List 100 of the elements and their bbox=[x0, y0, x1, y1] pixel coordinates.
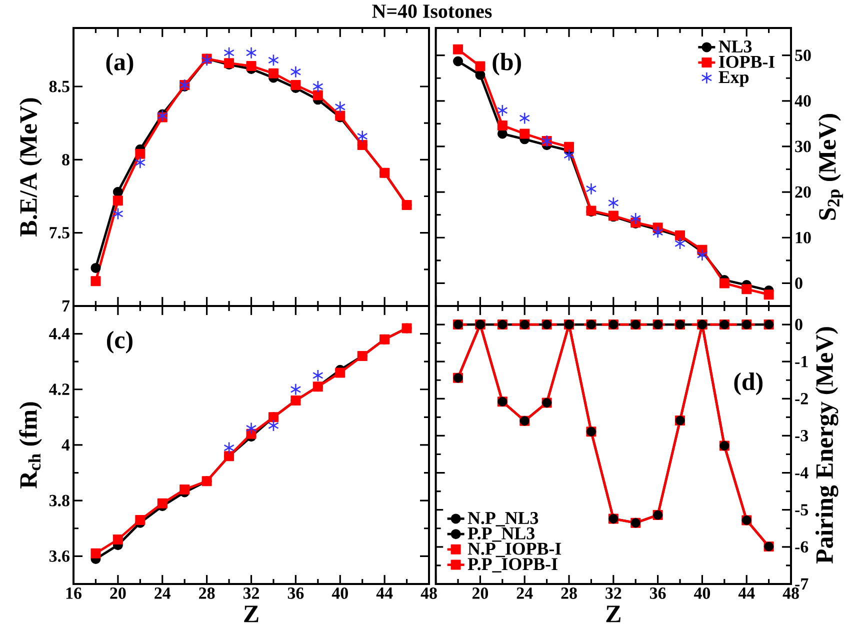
y-tick-label: -2 bbox=[795, 393, 808, 404]
x-tick-label: 32 bbox=[243, 588, 259, 599]
x-tick-label: 28 bbox=[561, 588, 577, 599]
point bbox=[564, 142, 574, 152]
legend-label: P.P_NL3 bbox=[468, 527, 535, 542]
point bbox=[652, 226, 664, 238]
point bbox=[719, 278, 730, 288]
x-tick-label: 48 bbox=[782, 588, 799, 599]
x-tick-label: 36 bbox=[650, 588, 666, 599]
x-tick-label: 44 bbox=[376, 588, 393, 599]
annotation: (d) bbox=[734, 372, 763, 396]
point bbox=[157, 498, 168, 508]
x-tick-label: 40 bbox=[694, 588, 710, 599]
point bbox=[224, 442, 234, 454]
point bbox=[335, 368, 346, 378]
point bbox=[201, 54, 212, 66]
point bbox=[246, 422, 257, 434]
point bbox=[312, 90, 323, 100]
y-tick-label: -7 bbox=[795, 578, 808, 590]
y-tick-label: 0 bbox=[795, 277, 802, 289]
point bbox=[453, 44, 464, 54]
annotation: (a) bbox=[106, 52, 134, 76]
point bbox=[246, 61, 256, 72]
point bbox=[586, 182, 597, 196]
y-tick-label: 4 bbox=[62, 439, 70, 451]
point bbox=[290, 80, 301, 90]
point bbox=[519, 112, 530, 124]
y-tick-label: 30 bbox=[795, 140, 811, 152]
x-tick-label: 20 bbox=[472, 588, 488, 599]
point bbox=[520, 128, 530, 139]
point bbox=[156, 110, 168, 122]
x-axis-title: Z bbox=[244, 606, 258, 622]
point bbox=[334, 100, 346, 114]
y-tick-label: -5 bbox=[795, 504, 808, 516]
point bbox=[180, 484, 190, 494]
x-tick-label: 48 bbox=[420, 588, 437, 599]
legend-label: IOPB-I bbox=[718, 56, 775, 68]
point bbox=[268, 54, 279, 66]
point bbox=[564, 148, 574, 162]
point bbox=[290, 66, 302, 78]
y-tick-label: -3 bbox=[795, 430, 808, 442]
y-tick-label: -1 bbox=[795, 356, 808, 368]
chart-title: N=40 Isotones bbox=[372, 4, 492, 18]
y-tick-label: 0 bbox=[795, 318, 802, 330]
point bbox=[630, 212, 642, 225]
point bbox=[246, 46, 257, 60]
y-axis-title: Pairing Energy (MeV) bbox=[815, 327, 838, 564]
legend-label: N.P_NL3 bbox=[468, 512, 538, 526]
point bbox=[497, 120, 508, 131]
x-tick-label: 20 bbox=[110, 588, 126, 599]
point bbox=[112, 186, 123, 197]
y-tick-label: 8 bbox=[62, 154, 70, 166]
point bbox=[112, 208, 124, 220]
x-tick-label: 44 bbox=[738, 588, 755, 599]
x-tick-label: 32 bbox=[606, 588, 622, 599]
y-tick-label: 3.6 bbox=[49, 550, 70, 562]
point bbox=[290, 383, 302, 396]
y-axis-title: S$_{2p}$ (MeV) bbox=[818, 114, 844, 220]
y-tick-label: 50 bbox=[795, 50, 811, 62]
point bbox=[134, 156, 146, 169]
point bbox=[112, 534, 123, 545]
y-tick-label: 7 bbox=[62, 300, 70, 312]
point bbox=[764, 290, 774, 300]
x-tick-label: 24 bbox=[516, 588, 533, 599]
y-axis-title: B.E/A (MeV) bbox=[19, 98, 42, 236]
legend-label: N.P_IOPB-I bbox=[468, 542, 562, 558]
y-tick-label: 4.4 bbox=[49, 328, 70, 340]
point bbox=[453, 56, 464, 66]
point bbox=[497, 104, 508, 117]
y-tick-label: 10 bbox=[796, 232, 811, 244]
legend-label: Exp bbox=[718, 71, 749, 87]
legend-label: NL3 bbox=[718, 40, 752, 53]
point bbox=[268, 419, 279, 432]
point bbox=[312, 369, 324, 382]
x-tick-label: 24 bbox=[154, 588, 171, 599]
y-tick-label: 7.5 bbox=[50, 227, 70, 238]
x-tick-label: 28 bbox=[199, 588, 215, 599]
y-tick-label: -4 bbox=[795, 467, 808, 478]
point bbox=[674, 237, 686, 250]
point bbox=[696, 248, 708, 262]
point bbox=[742, 284, 752, 294]
point bbox=[90, 548, 101, 558]
x-tick-label: 36 bbox=[288, 588, 304, 599]
y-tick-label: 40 bbox=[794, 95, 811, 107]
x-axis-title: Z bbox=[606, 606, 620, 622]
point bbox=[312, 80, 324, 93]
point bbox=[608, 196, 619, 210]
point bbox=[268, 68, 278, 78]
point bbox=[90, 262, 101, 273]
y-tick-label: -6 bbox=[795, 541, 808, 553]
y-tick-label: 4.2 bbox=[49, 384, 70, 396]
x-tick-label: 40 bbox=[332, 588, 348, 599]
x-tick-label: 16 bbox=[66, 588, 82, 599]
y-tick-label: 20 bbox=[795, 186, 811, 198]
point bbox=[90, 276, 101, 286]
point bbox=[135, 515, 146, 526]
point bbox=[224, 46, 234, 60]
point bbox=[356, 130, 368, 142]
point bbox=[475, 61, 486, 72]
legend-label: P.P_IOPB-I bbox=[468, 558, 558, 572]
